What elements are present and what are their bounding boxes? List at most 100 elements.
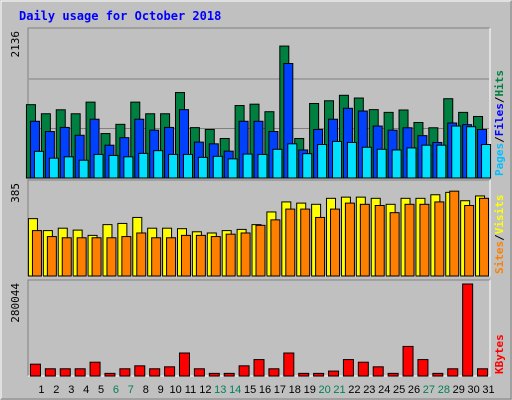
bar-kbytes-day-27: [417, 359, 429, 377]
bar-pages-day-22: [346, 141, 357, 179]
x-tick-day-8: 8: [143, 384, 149, 396]
bar-pages-day-8: [138, 152, 149, 179]
bar-kbytes-day-11: [178, 352, 190, 377]
bar-sites-day-19: [300, 208, 311, 277]
x-tick-day-4: 4: [83, 384, 89, 396]
x-tick-day-16: 16: [259, 384, 271, 396]
bar-kbytes-day-5: [89, 361, 101, 377]
bar-pages-day-26: [406, 147, 417, 179]
bar-pages-day-2: [48, 157, 59, 179]
bar-pages-day-10: [168, 153, 179, 179]
bar-kbytes-day-12: [193, 368, 205, 377]
bar-sites-day-7: [121, 236, 132, 277]
x-tick-day-18: 18: [289, 384, 301, 396]
bar-kbytes-day-23: [357, 361, 369, 377]
x-tick-day-19: 19: [304, 384, 316, 396]
bar-pages-day-19: [302, 153, 313, 179]
x-tick-day-29: 29: [453, 384, 465, 396]
bar-sites-day-13: [210, 236, 221, 277]
bar-pages-day-17: [272, 148, 283, 179]
bar-sites-day-24: [374, 205, 385, 277]
bar-pages-day-27: [421, 144, 432, 179]
x-tick-day-7: 7: [128, 384, 134, 396]
bar-kbytes-day-2: [44, 368, 56, 377]
panel-bevel-dark: [27, 279, 490, 376]
x-tick-day-3: 3: [68, 384, 74, 396]
bar-kbytes-day-3: [59, 368, 71, 377]
bar-pages-day-6: [108, 154, 119, 179]
bar-pages-day-14: [227, 158, 238, 179]
bar-sites-day-11: [180, 234, 191, 277]
bar-pages-day-4: [78, 159, 89, 179]
bar-sites-day-30: [464, 205, 475, 277]
bar-sites-day-2: [46, 236, 57, 277]
y-max-label: 2136: [9, 31, 22, 58]
bar-kbytes-day-16: [253, 359, 265, 377]
bar-pages-day-20: [317, 144, 328, 179]
bar-kbytes-day-24: [372, 366, 384, 377]
x-tick-day-23: 23: [363, 384, 375, 396]
bar-pages-day-18: [287, 143, 298, 179]
bar-sites-day-25: [389, 212, 400, 277]
bar-sites-day-10: [166, 237, 177, 277]
bar-kbytes-day-15: [238, 365, 250, 377]
bar-pages-day-12: [197, 156, 208, 179]
bar-kbytes-day-31: [477, 368, 489, 377]
legend-item: Hits: [493, 70, 506, 97]
x-tick-day-14: 14: [229, 384, 241, 396]
x-tick-day-12: 12: [199, 384, 211, 396]
bar-pages-day-7: [123, 156, 134, 179]
x-tick-day-5: 5: [98, 384, 104, 396]
bar-kbytes-day-1: [29, 363, 41, 377]
bar-pages-day-16: [257, 153, 268, 179]
bar-kbytes-day-14: [223, 372, 235, 377]
bar-sites-day-22: [344, 202, 355, 277]
x-axis: 1 2 3 4 5 6 7 8 9 10 11 12 13 14 15 16 17 18 19 20 21 22 23 24 2…: [38, 384, 494, 396]
bar-pages-day-5: [93, 153, 104, 179]
bar-pages-day-29: [451, 125, 462, 179]
bar-sites-day-6: [106, 237, 117, 277]
bar-kbytes-day-17: [268, 368, 280, 377]
legend-item: /: [493, 136, 506, 143]
bar-kbytes-day-28: [432, 372, 444, 377]
bar-pages-day-15: [242, 153, 253, 179]
bar-pages-day-31: [481, 144, 492, 179]
x-tick-day-21: 21: [333, 384, 345, 396]
legend-item: Files: [493, 103, 506, 136]
panel-3: 280044 KBytes: [9, 279, 506, 377]
panel-legend: Pages/Files/Hits: [493, 70, 506, 176]
bar-sites-day-16: [255, 224, 266, 277]
bar-kbytes-day-18: [283, 352, 295, 377]
x-tick-day-25: 25: [393, 384, 405, 396]
bar-sites-day-29: [449, 190, 460, 277]
bar-pages-day-23: [361, 146, 372, 179]
bar-kbytes-day-20: [313, 372, 325, 377]
x-tick-day-15: 15: [244, 384, 256, 396]
bar-kbytes-day-10: [164, 366, 176, 377]
bar-kbytes-day-21: [328, 370, 340, 377]
legend-item: Pages: [493, 143, 506, 176]
bar-kbytes-day-6: [104, 372, 116, 377]
chart-title: Daily usage for October 2018: [19, 9, 221, 23]
bar-sites-day-1: [31, 230, 42, 277]
bar-pages-day-13: [212, 155, 223, 179]
bar-sites-day-5: [91, 237, 102, 277]
bar-sites-day-15: [240, 232, 251, 277]
legend-item: Sites: [493, 241, 506, 274]
legend-item: Visits: [493, 195, 506, 235]
x-tick-day-2: 2: [53, 384, 59, 396]
bar-pages-day-30: [466, 126, 477, 179]
bar-sites-day-28: [434, 201, 445, 277]
bar-sites-day-23: [359, 203, 370, 277]
bar-kbytes-day-4: [74, 368, 86, 377]
bar-sites-day-9: [151, 237, 162, 277]
x-tick-day-17: 17: [274, 384, 286, 396]
bar-sites-day-27: [419, 203, 430, 277]
x-tick-day-26: 26: [408, 384, 420, 396]
chart-panels: 2136Pages/Files/Hits385Sites/Visits28004…: [9, 27, 506, 377]
panel-2: 385 Sites/Visits: [9, 179, 506, 277]
bar-sites-day-20: [315, 216, 326, 277]
bar-pages-day-1: [33, 150, 44, 179]
bar-sites-day-17: [270, 219, 281, 277]
legend-item: KBytes: [493, 334, 506, 374]
